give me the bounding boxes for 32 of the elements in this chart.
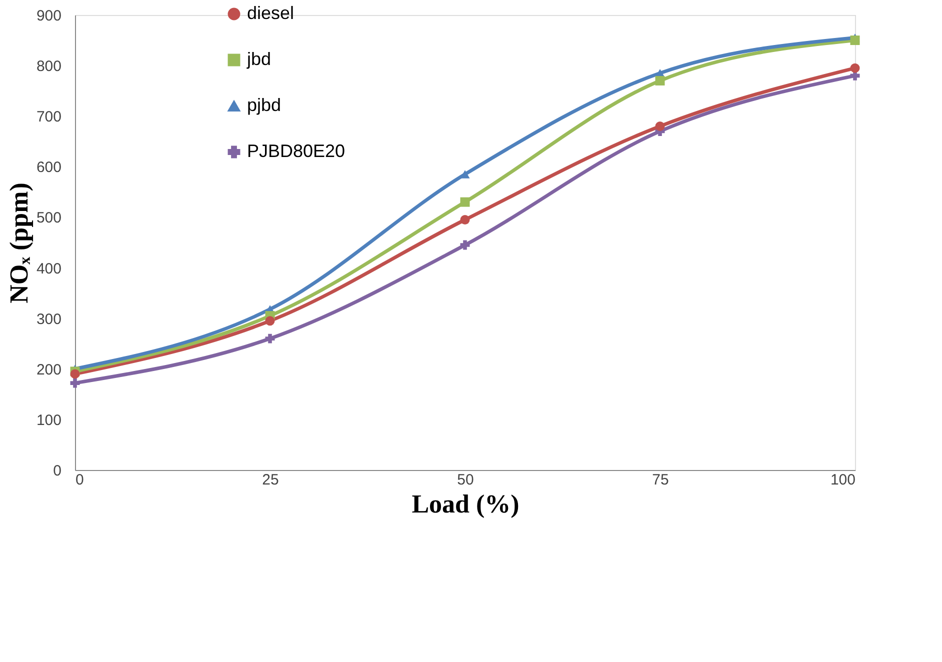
point (460, 215, 470, 224)
y-tick-label: 800 (36, 58, 62, 76)
y-tick-label: 400 (36, 260, 62, 278)
point (265, 334, 275, 344)
point (655, 76, 665, 86)
point (70, 369, 80, 379)
x-tick-label: 75 (652, 472, 669, 488)
point (70, 378, 80, 388)
y-tick-label: 700 (36, 108, 62, 126)
point (265, 316, 275, 326)
legend-label: pjbd (247, 95, 282, 115)
point (460, 170, 470, 178)
y-tick-label: 100 (36, 412, 62, 429)
x-tick-label: 50 (457, 472, 474, 488)
y-tick-label: 200 (36, 361, 62, 378)
legend-label: jbd (246, 49, 272, 69)
point (460, 197, 470, 207)
y-tick-label: 600 (36, 159, 62, 176)
legend-label: PJBD80E20 (247, 141, 346, 161)
legend-label: diesel (247, 3, 294, 23)
y-tick-label: 500 (36, 210, 62, 227)
point (655, 121, 665, 131)
point (850, 36, 860, 46)
y-tick-label: 300 (36, 310, 62, 328)
y-tick-label: 900 (36, 8, 62, 24)
point (850, 63, 860, 73)
y-axis-title: NOₓ (ppm) (4, 182, 34, 304)
point (460, 240, 470, 250)
x-tick-label: 25 (262, 472, 279, 488)
x-axis-title: Load (%) (412, 490, 520, 518)
x-tick-label: 100 (830, 472, 856, 488)
x-tick-label: 0 (76, 472, 84, 488)
